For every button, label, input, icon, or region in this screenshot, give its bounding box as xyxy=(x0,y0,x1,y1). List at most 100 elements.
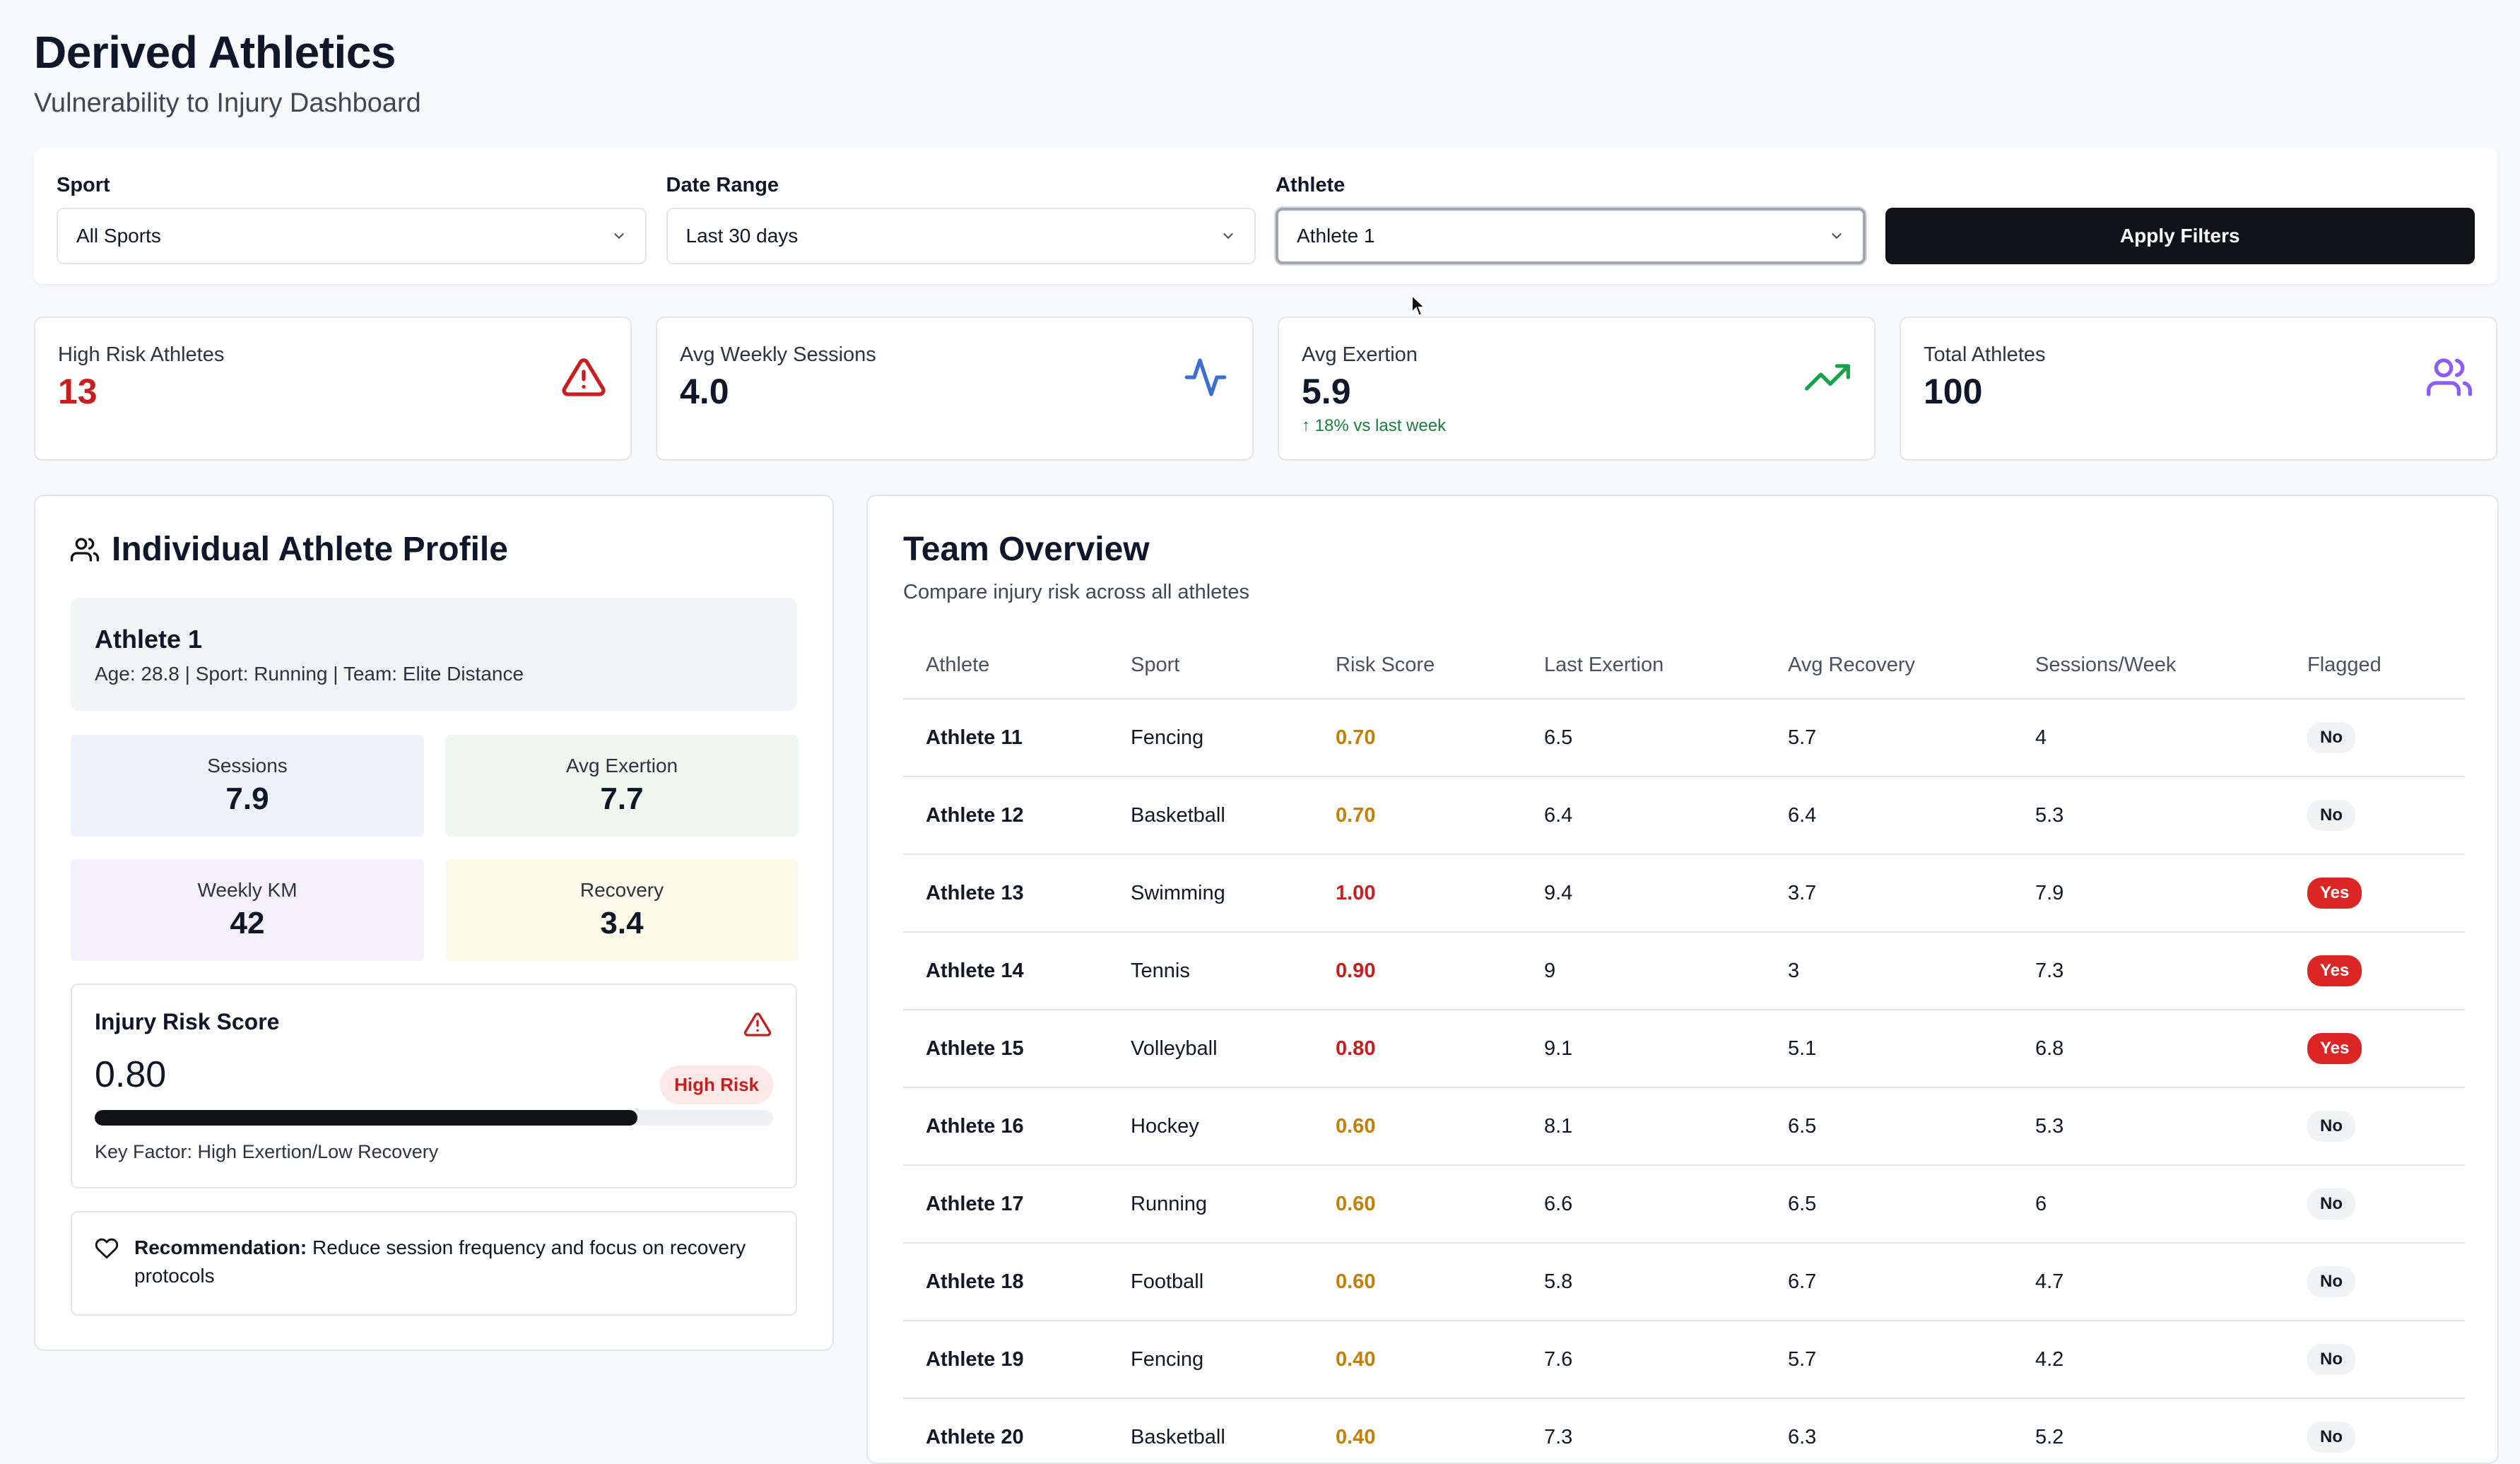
sessions-cell-text: 5.2 xyxy=(2035,1425,2064,1448)
last-exertion-cell-text: 9.1 xyxy=(1544,1037,1573,1060)
sport-cell: Swimming xyxy=(1108,854,1313,933)
column-header-athlete[interactable]: Athlete xyxy=(903,632,1108,699)
sessions-cell-text: 6.8 xyxy=(2035,1037,2064,1060)
column-header-risk-score[interactable]: Risk Score xyxy=(1313,632,1521,699)
stat-value: 4.0 xyxy=(680,372,729,411)
athlete-metrics: Sessions 7.9 Avg Exertion 7.7 Weekly KM … xyxy=(71,735,799,961)
last-exertion-cell-text: 6.6 xyxy=(1544,1192,1573,1215)
risk-score-cell-text: 0.80 xyxy=(1336,1037,1376,1060)
table-row[interactable]: Athlete 17 Running 0.60 6.6 6.5 6 No xyxy=(903,1165,2465,1244)
table-header-row: Athlete Sport Risk Score Last Exertion Avg R… xyxy=(903,632,2465,699)
table-row[interactable]: Athlete 19 Fencing 0.40 7.6 5.7 4.2 No xyxy=(903,1321,2465,1399)
flagged-cell: No xyxy=(2285,777,2465,855)
sport-cell-text: Running xyxy=(1131,1192,1208,1215)
last-exertion-cell: 6.4 xyxy=(1521,777,1765,855)
table-row[interactable]: Athlete 20 Basketball 0.40 7.3 6.3 5.2 No xyxy=(903,1398,2465,1463)
column-header-sport[interactable]: Sport xyxy=(1108,632,1313,699)
filter-bar: Sport All Sports Date Range Last 30 days… xyxy=(34,148,2497,284)
sport-cell: Tennis xyxy=(1108,932,1313,1010)
sport-cell-text: Football xyxy=(1131,1270,1204,1293)
stat-label: Avg Exertion xyxy=(1302,343,1418,366)
last-exertion-cell-text: 6.4 xyxy=(1544,803,1573,827)
sport-cell: Basketball xyxy=(1108,777,1313,855)
avg-recovery-cell: 5.7 xyxy=(1765,699,2013,777)
table-row[interactable]: Athlete 15 Volleyball 0.80 9.1 5.1 6.8 Yes xyxy=(903,1010,2465,1088)
athlete-select-value: Athlete 1 xyxy=(1297,225,1375,247)
last-exertion-cell-text: 7.3 xyxy=(1544,1425,1573,1448)
flagged-badge: No xyxy=(2307,1344,2355,1375)
column-header-avg-recovery[interactable]: Avg Recovery xyxy=(1765,632,2013,699)
flagged-cell: No xyxy=(2285,1321,2465,1399)
apply-filters-button[interactable]: Apply Filters xyxy=(1885,208,2475,264)
avg-recovery-cell: 6.4 xyxy=(1765,777,2013,855)
metric-value: 3.4 xyxy=(600,906,644,940)
avg-recovery-cell-text: 6.5 xyxy=(1788,1114,1817,1138)
athlete-cell: Athlete 16 xyxy=(903,1087,1108,1166)
risk-score-cell-text: 0.60 xyxy=(1336,1270,1376,1293)
page-header: Derived Athletics Vulnerability to Injur… xyxy=(34,25,2497,120)
metric-label: Avg Exertion xyxy=(565,755,678,777)
sessions-metric: Sessions 7.9 xyxy=(71,735,424,837)
column-header-last-exertion[interactable]: Last Exertion xyxy=(1521,632,1765,699)
sport-cell: Fencing xyxy=(1108,699,1313,777)
chevron-down-icon xyxy=(613,233,624,239)
flagged-cell: Yes xyxy=(2285,1010,2465,1088)
recommendation-text: Recommendation: Reduce session frequency… xyxy=(134,1234,773,1293)
sport-cell-text: Fencing xyxy=(1131,1347,1204,1371)
table-row[interactable]: Athlete 11 Fencing 0.70 6.5 5.7 4 No xyxy=(903,699,2465,777)
sport-cell-text: Tennis xyxy=(1131,959,1190,982)
risk-score-cell-text: 0.70 xyxy=(1336,803,1376,827)
sessions-cell: 4.7 xyxy=(2013,1243,2285,1321)
last-exertion-cell: 9.4 xyxy=(1521,854,1765,933)
risk-score-cell-text: 0.40 xyxy=(1336,1425,1376,1448)
last-exertion-cell-text: 7.6 xyxy=(1544,1347,1573,1371)
avg-recovery-cell-text: 3 xyxy=(1788,959,1800,982)
team-subtitle: Compare injury risk across all athletes xyxy=(903,581,1249,603)
alert-triangle-icon xyxy=(562,358,606,396)
table-row[interactable]: Athlete 18 Football 0.60 5.8 6.7 4.7 No xyxy=(903,1243,2465,1321)
flagged-badge: Yes xyxy=(2307,955,2362,986)
athlete-cell-text: Athlete 20 xyxy=(926,1425,1024,1448)
column-header-sessions-week[interactable]: Sessions/Week xyxy=(2013,632,2285,699)
sport-cell-text: Fencing xyxy=(1131,726,1204,749)
table-row[interactable]: Athlete 14 Tennis 0.90 9 3 7.3 Yes xyxy=(903,932,2465,1010)
sessions-cell-text: 7.9 xyxy=(2035,881,2064,904)
risk-progress-fill xyxy=(95,1110,637,1126)
stat-change-text: 18% vs last week xyxy=(1314,416,1447,435)
last-exertion-cell: 5.8 xyxy=(1521,1243,1765,1321)
metric-value: 7.7 xyxy=(600,781,644,816)
sessions-cell-text: 5.3 xyxy=(2035,1114,2064,1138)
sessions-cell-text: 4 xyxy=(2035,726,2047,749)
sport-filter-label: Sport xyxy=(57,174,110,196)
column-header-flagged[interactable]: Flagged xyxy=(2285,632,2465,699)
flagged-badge: No xyxy=(2307,1111,2355,1142)
risk-level-badge: High Risk xyxy=(660,1065,773,1104)
risk-key-factor: Key Factor: High Exertion/Low Recovery xyxy=(95,1141,439,1162)
avg-recovery-cell: 3 xyxy=(1765,932,2013,1010)
flagged-cell: No xyxy=(2285,1243,2465,1321)
athlete-cell: Athlete 17 xyxy=(903,1165,1108,1244)
recovery-metric: Recovery 3.4 xyxy=(445,859,799,961)
table-row[interactable]: Athlete 12 Basketball 0.70 6.4 6.4 5.3 No xyxy=(903,777,2465,855)
athlete-select[interactable]: Athlete 1 xyxy=(1276,208,1866,264)
flagged-badge: No xyxy=(2307,800,2355,831)
table-row[interactable]: Athlete 13 Swimming 1.00 9.4 3.7 7.9 Yes xyxy=(903,854,2465,933)
date-range-select[interactable]: Last 30 days xyxy=(666,208,1256,264)
stat-label: High Risk Athletes xyxy=(58,343,225,366)
risk-score-cell: 0.60 xyxy=(1313,1243,1521,1321)
avg-recovery-cell-text: 6.3 xyxy=(1788,1425,1817,1448)
avg-recovery-cell: 6.3 xyxy=(1765,1398,2013,1463)
stat-label: Avg Weekly Sessions xyxy=(680,343,876,366)
avg-exertion-metric: Avg Exertion 7.7 xyxy=(445,735,799,837)
avg-recovery-cell-text: 5.1 xyxy=(1788,1037,1817,1060)
risk-score-cell: 0.60 xyxy=(1313,1165,1521,1244)
avg-recovery-cell-text: 6.4 xyxy=(1788,803,1817,827)
last-exertion-cell: 7.6 xyxy=(1521,1321,1765,1399)
table-row[interactable]: Athlete 16 Hockey 0.60 8.1 6.5 5.3 No xyxy=(903,1087,2465,1166)
avg-recovery-cell: 5.7 xyxy=(1765,1321,2013,1399)
sessions-cell: 6 xyxy=(2013,1165,2285,1244)
users-icon xyxy=(2427,358,2472,396)
last-exertion-cell: 7.3 xyxy=(1521,1398,1765,1463)
recommendation-card: Recommendation: Reduce session frequency… xyxy=(71,1211,797,1316)
sport-select[interactable]: All Sports xyxy=(57,208,647,264)
